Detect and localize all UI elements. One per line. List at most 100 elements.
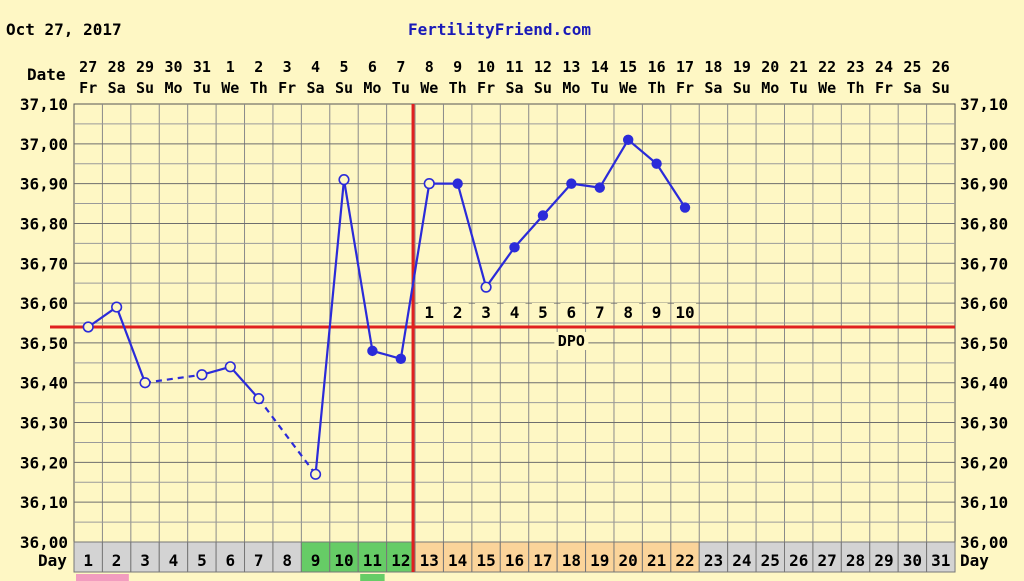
day-cell-label: 19 xyxy=(590,551,609,570)
date-number-label: 8 xyxy=(425,58,434,76)
series-segment xyxy=(542,182,573,217)
temperature-point-filled xyxy=(622,134,634,146)
weekday-label: Th xyxy=(648,79,666,97)
day-cell-label: 2 xyxy=(112,551,122,570)
day-cell-label: 1 xyxy=(83,551,93,570)
temperature-point-open xyxy=(224,361,236,373)
weekday-label: Th xyxy=(449,79,467,97)
day-cell-label: 30 xyxy=(903,551,922,570)
dpo-number-label: 6 xyxy=(567,303,577,322)
y-tick-label-left: 36,10 xyxy=(20,493,68,512)
day-cell xyxy=(897,541,928,573)
weekday-label: Fr xyxy=(676,79,694,97)
dpo-label-bg xyxy=(588,303,611,321)
day-cell-label: 3 xyxy=(140,551,150,570)
weekday-label: Su xyxy=(534,79,552,97)
temperature-point-open xyxy=(309,468,322,480)
temperature-point-open xyxy=(82,321,94,333)
day-cell xyxy=(641,541,672,573)
day-cell-label: 5 xyxy=(197,551,207,570)
weekday-label: Fr xyxy=(477,79,495,97)
date-number-label: 31 xyxy=(193,58,211,76)
weekday-label: Sa xyxy=(108,79,126,97)
weekday-label: We xyxy=(221,79,239,97)
day-cell xyxy=(812,541,842,573)
weekday-label: Tu xyxy=(392,79,410,97)
dpo-number-label: 3 xyxy=(481,303,491,322)
weekday-label: Mo xyxy=(761,79,779,97)
weekday-label: We xyxy=(619,79,637,97)
series-segment xyxy=(456,183,488,288)
weekday-label: Fr xyxy=(875,79,893,97)
day-row-label-right: Day xyxy=(960,551,989,570)
date-number-label: 17 xyxy=(676,58,694,76)
day-cell-label: 24 xyxy=(732,551,751,570)
y-tick-label-right: 36,00 xyxy=(960,533,1008,552)
day-cell-label: 12 xyxy=(391,551,410,570)
temperature-point-filled xyxy=(452,178,463,189)
y-tick-label-right: 37,10 xyxy=(960,95,1008,114)
day-cell xyxy=(926,541,956,573)
temperature-point-open xyxy=(253,393,265,405)
y-tick-label-left: 36,20 xyxy=(20,453,68,472)
day-cell-label: 25 xyxy=(761,551,780,570)
day-cell-label: 10 xyxy=(334,551,353,570)
day-cell-label: 21 xyxy=(647,551,666,570)
date-number-label: 15 xyxy=(619,58,637,76)
date-number-label: 30 xyxy=(164,58,182,76)
day-cell xyxy=(727,541,757,573)
date-number-label: 27 xyxy=(79,58,97,76)
y-tick-label-right: 36,60 xyxy=(960,294,1008,313)
dpo-label-bg xyxy=(475,303,498,321)
series-segment xyxy=(115,306,147,384)
day-cell-label: 31 xyxy=(931,551,950,570)
day-cell xyxy=(585,541,615,573)
weekday-label: Tu xyxy=(193,79,211,97)
weekday-label: Fr xyxy=(79,79,97,97)
day-cell-label: 18 xyxy=(562,551,581,570)
day-cell-label: 22 xyxy=(675,551,694,570)
day-cell xyxy=(414,541,444,573)
date-number-label: 9 xyxy=(453,58,462,76)
day-cell-label: 8 xyxy=(282,551,292,570)
y-tick-label-right: 36,50 xyxy=(960,334,1008,353)
day-cell-label: 28 xyxy=(846,551,865,570)
y-tick-label-right: 37,00 xyxy=(960,135,1008,154)
weekday-label: Su xyxy=(136,79,154,97)
day-cell-label: 29 xyxy=(874,551,893,570)
y-tick-label-left: 37,00 xyxy=(20,135,68,154)
series-segment xyxy=(399,183,431,360)
day-cell-label: 11 xyxy=(363,551,382,570)
temperature-point-filled xyxy=(566,178,577,189)
weekday-label: We xyxy=(818,79,836,97)
weekday-label: Su xyxy=(335,79,353,97)
y-tick-label-right: 36,70 xyxy=(960,254,1008,273)
date-row-label: Date xyxy=(27,65,66,84)
grid xyxy=(73,103,956,543)
day-cell-label: 23 xyxy=(704,551,723,570)
date-number-label: 7 xyxy=(396,58,405,76)
fertile-marker xyxy=(360,574,385,581)
date-number-label: 25 xyxy=(903,58,921,76)
day-cell-label: 9 xyxy=(311,551,321,570)
day-cell xyxy=(442,541,473,573)
y-tick-label-right: 36,80 xyxy=(960,214,1008,233)
temperature-point-filled xyxy=(651,158,662,169)
day-cell-label: 6 xyxy=(225,551,235,570)
day-cell-label: 20 xyxy=(619,551,638,570)
date-number-label: 5 xyxy=(339,58,348,76)
series-segment xyxy=(627,138,658,165)
day-cell-label: 17 xyxy=(533,551,552,570)
dpo-number-label: 4 xyxy=(510,303,520,322)
temperature-point-open xyxy=(111,301,123,313)
date-number-label: 21 xyxy=(790,58,808,76)
chart-date-label: Oct 27, 2017 xyxy=(6,20,122,39)
y-tick-label-left: 36,90 xyxy=(20,175,68,194)
series-segment xyxy=(87,306,118,328)
site-link[interactable]: FertilityFriend.com xyxy=(408,20,591,39)
series-segment xyxy=(485,246,516,288)
dpo-number-label: 5 xyxy=(538,303,548,322)
day-cell xyxy=(556,541,587,573)
